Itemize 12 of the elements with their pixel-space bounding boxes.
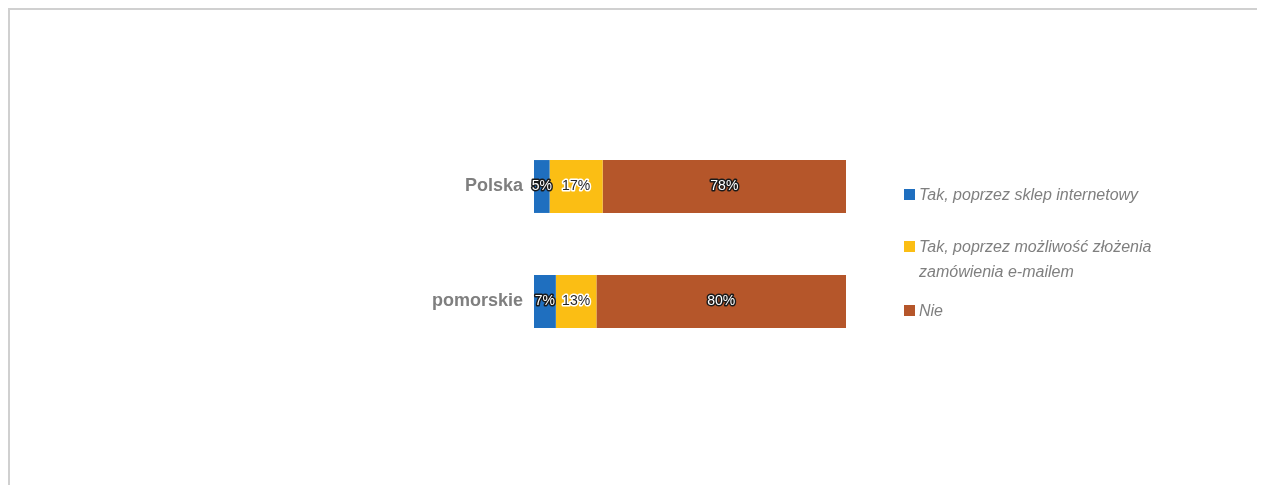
legend-label: Tak, poprzez możliwość złożenia zamówienia e-mailem (919, 237, 1153, 282)
y-tick-label: pomorskie (431, 290, 523, 311)
y-tick-label: Polska (464, 175, 524, 196)
data-label: 13% (562, 292, 591, 309)
legend-label: Tak, poprzez sklep internetowy (919, 185, 1139, 205)
data-label: 80% (707, 292, 736, 309)
data-label: 7% (534, 292, 556, 309)
bar (596, 275, 846, 328)
data-label: 17% (562, 177, 591, 194)
data-label: 78% (710, 177, 739, 194)
legend-label: Nie (919, 301, 944, 321)
bar (602, 160, 846, 213)
